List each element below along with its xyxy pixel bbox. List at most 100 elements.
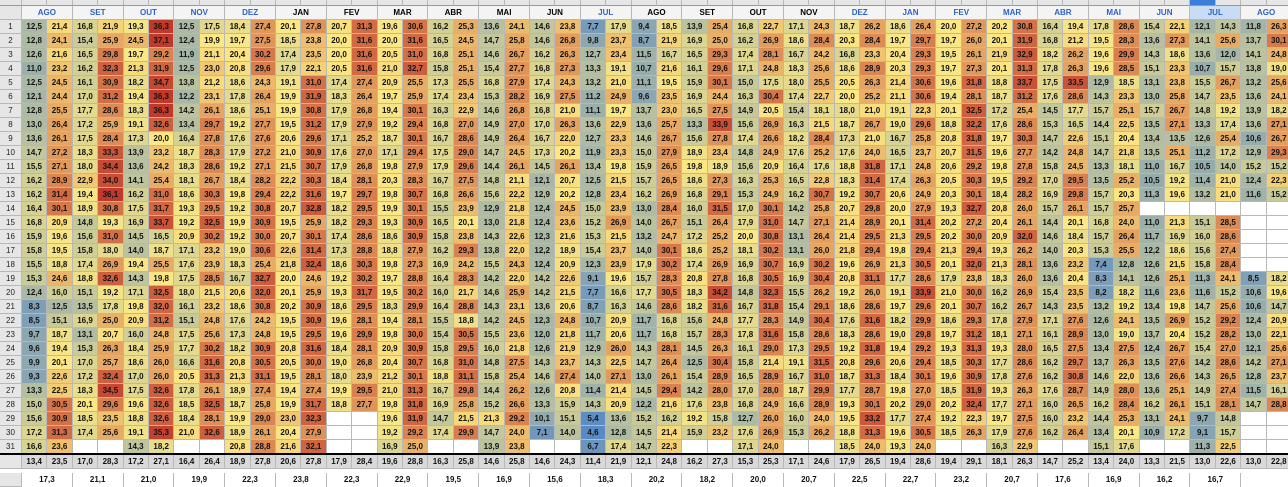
max-temp-cell[interactable]: 27,3 — [403, 258, 429, 272]
row-header[interactable]: 6 — [0, 90, 22, 104]
min-temp-cell[interactable]: 16,5 — [682, 104, 708, 118]
min-temp-cell[interactable]: 16,7 — [885, 132, 911, 146]
min-temp-cell[interactable]: 12,2 — [530, 244, 556, 258]
max-temp-cell[interactable]: 31,4 — [860, 174, 886, 188]
max-temp-cell[interactable]: 29,6 — [860, 356, 886, 370]
month-label[interactable]: JUL — [580, 6, 632, 20]
min-temp-cell[interactable]: 12,2 — [631, 398, 657, 412]
min-temp-cell[interactable]: 15,8 — [428, 342, 454, 356]
max-temp-cell[interactable]: 36,3 — [149, 90, 175, 104]
min-temp-cell[interactable]: 15,7 — [1088, 104, 1115, 118]
min-temp-cell[interactable]: 17,7 — [885, 412, 911, 426]
max-temp-cell[interactable]: 30,3 — [301, 174, 327, 188]
mean-max-cell[interactable]: 26,3 — [1012, 455, 1038, 469]
max-temp-cell[interactable]: 19,6 — [47, 230, 73, 244]
max-temp-cell[interactable]: 23,2 — [1063, 412, 1089, 426]
min-temp-cell[interactable]: 13,9 — [1241, 104, 1267, 118]
min-temp-cell[interactable]: 13,0 — [22, 118, 48, 132]
max-temp-cell[interactable]: 31,7 — [149, 202, 175, 216]
max-temp-cell[interactable]: 27,3 — [1165, 34, 1191, 48]
max-temp-cell[interactable]: 29,0 — [250, 412, 276, 426]
max-temp-cell[interactable]: 31,3 — [1012, 62, 1038, 76]
min-temp-cell[interactable]: 15,7 — [1038, 202, 1064, 216]
min-temp-cell[interactable]: 15,8 — [428, 230, 454, 244]
min-temp-cell[interactable]: 13,6 — [1190, 48, 1216, 62]
min-temp-cell[interactable]: 18,2 — [326, 202, 353, 216]
column-header[interactable] — [936, 0, 962, 6]
max-temp-cell[interactable]: 29,8 — [860, 202, 886, 216]
min-temp-cell[interactable]: 18,8 — [326, 398, 353, 412]
min-temp-cell[interactable]: 13,2 — [1241, 76, 1267, 90]
max-temp-cell[interactable]: 32,5 — [149, 286, 175, 300]
average-cell[interactable]: 20,7 — [784, 473, 835, 487]
max-temp-cell[interactable]: 31,9 — [961, 384, 988, 398]
max-temp-cell[interactable]: 23,4 — [606, 188, 632, 202]
max-temp-cell[interactable]: 25,1 — [453, 62, 480, 76]
max-temp-cell[interactable]: 36,3 — [149, 104, 175, 118]
min-temp-cell[interactable]: 16,2 — [784, 188, 810, 202]
max-temp-cell[interactable]: 28,6 — [657, 300, 683, 314]
min-temp-cell[interactable]: 15,4 — [1139, 20, 1165, 34]
max-temp-cell[interactable]: 32,6 — [149, 398, 175, 412]
max-temp-cell[interactable]: 23,1 — [504, 300, 530, 314]
max-temp-cell[interactable]: 18,7 — [47, 328, 73, 342]
min-temp-cell[interactable]: 15,5 — [1190, 76, 1216, 90]
max-temp-cell[interactable]: 28,6 — [352, 230, 378, 244]
month-label[interactable]: NOV — [784, 6, 835, 20]
max-temp-cell[interactable]: 34,4 — [98, 160, 124, 174]
min-temp-cell[interactable]: 12,1 — [530, 174, 556, 188]
max-temp-cell[interactable]: 26,4 — [250, 90, 276, 104]
min-temp-cell[interactable]: 17,8 — [225, 90, 251, 104]
max-temp-cell[interactable]: 27,6 — [1012, 426, 1038, 440]
min-temp-cell[interactable]: 18,5 — [72, 412, 99, 426]
min-temp-cell[interactable]: 11,9 — [580, 146, 607, 160]
min-temp-cell[interactable]: 20,9 — [987, 230, 1013, 244]
month-label[interactable]: ABR — [1038, 6, 1089, 20]
max-temp-cell[interactable]: 15,2 — [1215, 286, 1242, 300]
min-temp-cell[interactable]: 19,3 — [326, 286, 353, 300]
min-temp-cell[interactable]: 14,3 — [580, 356, 607, 370]
min-temp-cell[interactable]: 15,4 — [682, 370, 708, 384]
max-temp-cell[interactable]: 21,5 — [606, 174, 632, 188]
min-temp-cell[interactable]: 17,9 — [326, 118, 353, 132]
row-header[interactable]: 4 — [0, 62, 22, 76]
min-temp-cell[interactable]: 17,4 — [885, 174, 911, 188]
max-temp-cell[interactable]: 19,0 — [1266, 62, 1288, 76]
mean-max-cell[interactable]: 24,3 — [555, 455, 581, 469]
min-temp-cell[interactable]: 18,6 — [885, 20, 911, 34]
max-temp-cell[interactable]: 26,1 — [250, 426, 276, 440]
min-temp-cell[interactable]: 16,1 — [682, 62, 708, 76]
month-label[interactable]: MAR — [377, 6, 429, 20]
row-header[interactable]: 10 — [0, 146, 22, 160]
month-label[interactable]: JUL — [1190, 6, 1242, 20]
min-temp-cell[interactable]: 18,1 — [987, 328, 1013, 342]
min-temp-cell[interactable]: 17,6 — [326, 146, 353, 160]
max-temp-cell[interactable] — [1266, 230, 1288, 244]
max-temp-cell[interactable]: 31,5 — [961, 146, 988, 160]
row-header[interactable] — [0, 455, 22, 469]
mean-max-cell[interactable]: 22,8 — [1266, 455, 1288, 469]
mean-max-cell[interactable]: 28,3 — [98, 455, 124, 469]
row-header[interactable]: 28 — [0, 398, 22, 412]
max-temp-cell[interactable]: 14,7 — [1266, 300, 1288, 314]
min-temp-cell[interactable]: 20,1 — [885, 216, 911, 230]
min-temp-cell[interactable] — [72, 440, 99, 454]
max-temp-cell[interactable]: 25,2 — [352, 132, 378, 146]
max-temp-cell[interactable]: 26,1 — [657, 370, 683, 384]
min-temp-cell[interactable]: 19,7 — [225, 34, 251, 48]
max-temp-cell[interactable]: 30,1 — [403, 104, 429, 118]
max-temp-cell[interactable]: 27,0 — [352, 146, 378, 160]
max-temp-cell[interactable]: 32,9 — [1012, 48, 1038, 62]
max-temp-cell[interactable]: 33,5 — [1063, 76, 1089, 90]
min-temp-cell[interactable]: 19,2 — [225, 230, 251, 244]
max-temp-cell[interactable]: 30,9 — [301, 300, 327, 314]
max-temp-cell[interactable]: 28,0 — [1114, 384, 1140, 398]
max-temp-cell[interactable]: 29,7 — [352, 188, 378, 202]
max-temp-cell[interactable]: 23,6 — [555, 216, 581, 230]
max-temp-cell[interactable]: 28,6 — [1012, 118, 1038, 132]
min-temp-cell[interactable]: 17,7 — [733, 314, 759, 328]
max-temp-cell[interactable]: 27,4 — [352, 76, 378, 90]
min-temp-cell[interactable]: 17,5 — [428, 146, 454, 160]
min-temp-cell[interactable]: 19,3 — [834, 398, 861, 412]
min-temp-cell[interactable]: 17,4 — [72, 426, 99, 440]
